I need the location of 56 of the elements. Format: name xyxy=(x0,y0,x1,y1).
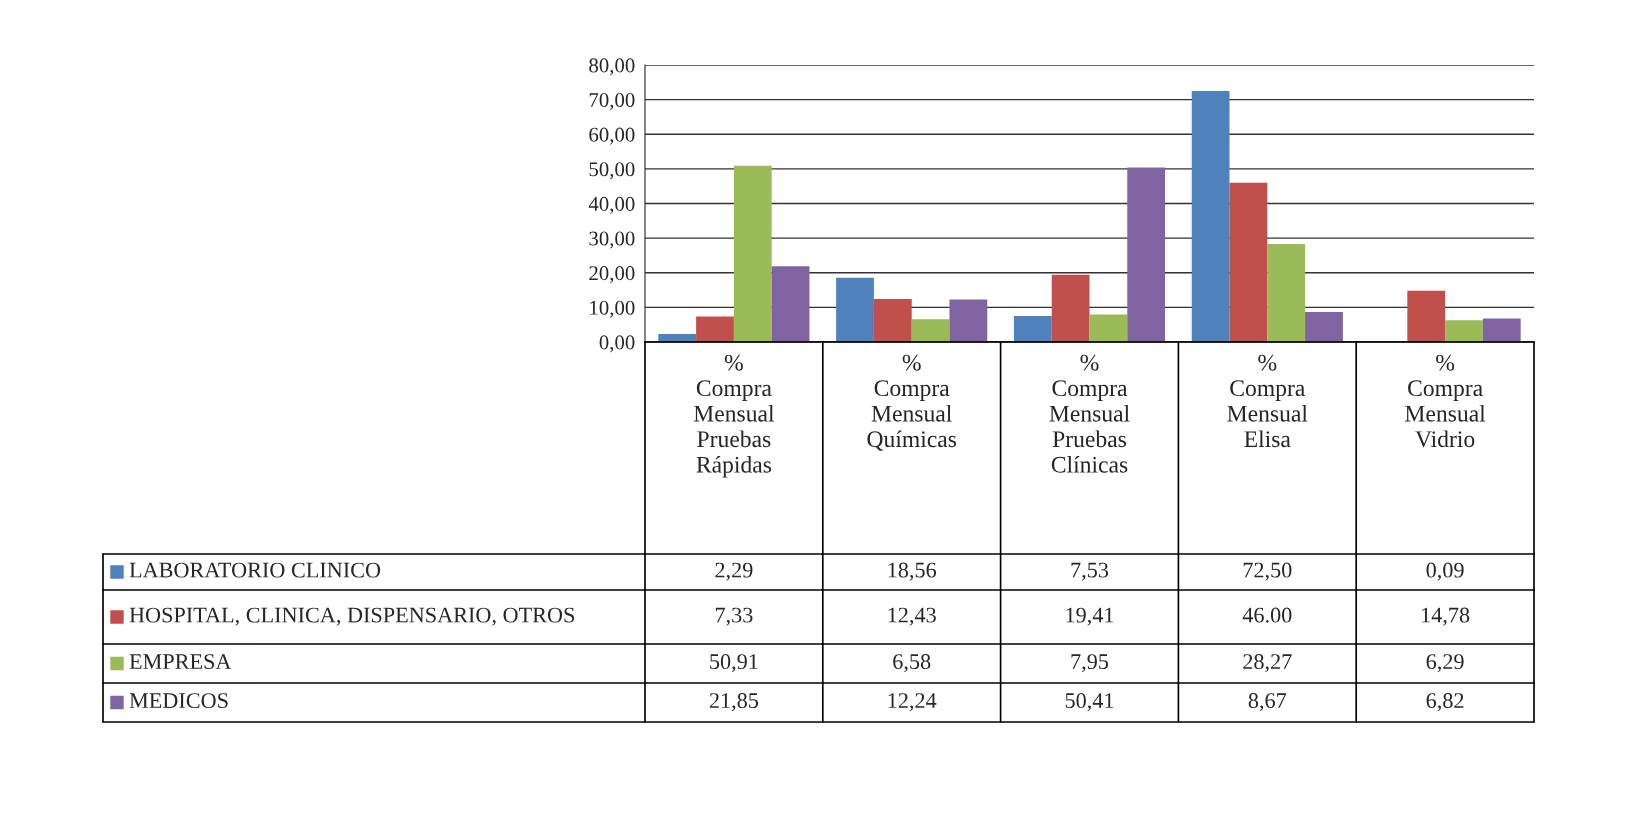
data-label: 8,67 xyxy=(1248,693,1287,712)
y-tick-label: 30,00 xyxy=(589,231,635,249)
bar xyxy=(949,299,988,342)
data-label: 7,33 xyxy=(715,607,753,626)
y-tick-label: 70,00 xyxy=(589,93,635,111)
bar xyxy=(1305,311,1343,342)
bar xyxy=(1407,290,1446,342)
bar xyxy=(1482,318,1521,342)
data-label: 6,58 xyxy=(893,654,931,673)
data-label: 6,29 xyxy=(1426,654,1464,673)
data-label: 14,78 xyxy=(1422,607,1470,626)
data-label: 19,41 xyxy=(1066,607,1114,626)
data-label: 21,85 xyxy=(709,693,759,712)
data-label: 7,53 xyxy=(1071,562,1109,581)
data-label: 72,50 xyxy=(1243,562,1292,581)
x-tick-label: % Compra Mensual Químicas xyxy=(867,354,957,451)
bar xyxy=(873,298,912,342)
legend-label: LABORATORIO CLINICO xyxy=(129,562,381,578)
bar xyxy=(1445,320,1483,342)
legend-label: EMPRESA xyxy=(129,654,232,670)
data-label: 0,09 xyxy=(1426,562,1464,581)
data-label: 6,82 xyxy=(1426,693,1464,712)
y-tick-label: 50,00 xyxy=(589,162,635,180)
x-tick-label: % Compra Mensual Elisa xyxy=(1227,354,1308,448)
data-label: 7,95 xyxy=(1071,654,1109,673)
bar xyxy=(836,277,874,342)
bar xyxy=(696,316,734,342)
x-tick-label: % Compra Mensual Pruebas Rápidas xyxy=(693,354,775,478)
legend-label: MEDICOS xyxy=(129,693,228,709)
bar xyxy=(1191,90,1230,342)
y-tick-label: 40,00 xyxy=(588,196,635,214)
y-tick-label: 80,00 xyxy=(589,58,635,76)
data-label: 18,56 xyxy=(888,562,937,581)
bar xyxy=(1089,314,1128,342)
data-label: 50,41 xyxy=(1065,693,1114,712)
data-label: 46.00 xyxy=(1242,607,1292,623)
bar xyxy=(771,266,810,342)
bar xyxy=(911,319,950,342)
data-label: 50,91 xyxy=(710,654,758,673)
y-tick-label: 20,00 xyxy=(589,266,635,284)
bar xyxy=(1267,244,1306,342)
x-tick-label: % Compra Mensual Vidrio xyxy=(1405,354,1486,448)
y-tick-label: 60,00 xyxy=(589,127,635,145)
bar xyxy=(1229,182,1268,342)
data-label: 28,27 xyxy=(1243,654,1292,673)
x-tick-label: % Compra Mensual Pruebas Clínicas xyxy=(1049,354,1130,473)
legend-label: HOSPITAL, CLINICA, DISPENSARIO, OTROS xyxy=(129,607,575,626)
bar xyxy=(1127,167,1166,342)
data-label: 12,24 xyxy=(888,693,937,712)
bar xyxy=(1013,315,1052,342)
bar xyxy=(1051,274,1090,342)
y-tick-label: 0,00 xyxy=(599,335,635,353)
data-label: 12,43 xyxy=(888,607,936,626)
y-tick-label: 10,00 xyxy=(590,300,635,318)
bar xyxy=(733,165,772,342)
data-label: 2,29 xyxy=(715,562,753,581)
